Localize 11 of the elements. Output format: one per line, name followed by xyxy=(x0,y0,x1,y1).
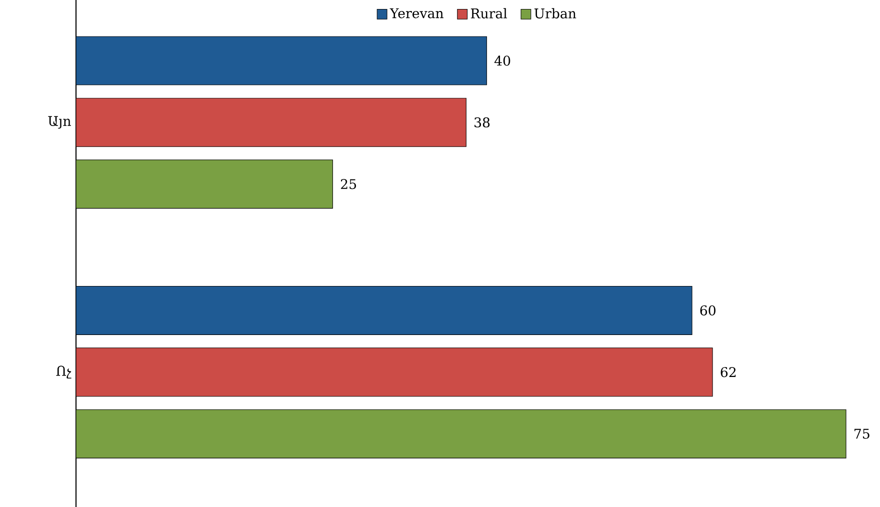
data-label: 60 xyxy=(700,305,716,316)
data-label: 38 xyxy=(474,117,490,128)
legend-label: Yerevan xyxy=(390,8,444,18)
data-label: 75 xyxy=(854,428,870,439)
y-tick-label: Այո xyxy=(48,116,71,129)
data-label: 25 xyxy=(340,179,356,190)
data-label: 40 xyxy=(494,56,510,66)
legend-label: Urban xyxy=(534,8,576,18)
y-tick-label: Ոչ xyxy=(56,366,72,378)
legend-label: Rural xyxy=(470,8,507,18)
data-label: 62 xyxy=(720,367,736,378)
